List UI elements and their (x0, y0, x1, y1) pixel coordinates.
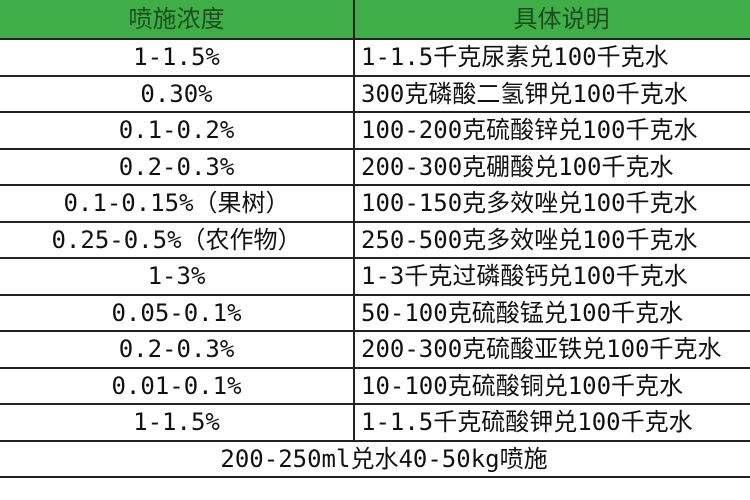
concentration-cell: 0.25-0.5%（农作物） (0, 220, 355, 259)
concentration-cell: 1-1.5% (0, 38, 355, 77)
footer-row: 200-250ml兑水40-50kg喷施 (0, 439, 750, 478)
table-row: 0.2-0.3% 200-300克硫酸亚铁兑100千克水 (0, 330, 750, 369)
description-cell: 1-1.5千克硫酸钾兑100千克水 (353, 403, 750, 442)
fertilizer-spray-table: 喷施浓度 具体说明 1-1.5% 1-1.5千克尿素兑100千克水 0.30% 300… (0, 0, 750, 478)
description-cell: 50-100克硫酸锰兑100千克水 (353, 293, 750, 332)
description-cell: 100-200克硫酸锌兑100千克水 (353, 111, 750, 150)
table-row: 1-1.5% 1-1.5千克硫酸钾兑100千克水 (0, 403, 750, 442)
concentration-cell: 0.1-0.2% (0, 111, 355, 150)
description-cell: 1-1.5千克尿素兑100千克水 (353, 38, 750, 77)
description-cell: 200-300克硫酸亚铁兑100千克水 (353, 330, 750, 369)
table-row: 0.05-0.1% 50-100克硫酸锰兑100千克水 (0, 293, 750, 332)
concentration-cell: 0.1-0.15%（果树） (0, 184, 355, 223)
table-row: 0.2-0.3% 200-300克硼酸兑100千克水 (0, 147, 750, 186)
description-cell: 1-3千克过磷酸钙兑100千克水 (353, 257, 750, 296)
concentration-cell: 1-1.5% (0, 403, 355, 442)
description-cell: 100-150克多效唑兑100千克水 (353, 184, 750, 223)
concentration-cell: 0.2-0.3% (0, 147, 355, 186)
table-row: 0.1-0.2% 100-200克硫酸锌兑100千克水 (0, 111, 750, 150)
table-row: 1-3% 1-3千克过磷酸钙兑100千克水 (0, 257, 750, 296)
header-row: 喷施浓度 具体说明 (0, 0, 750, 40)
table-row: 0.1-0.15%（果树） 100-150克多效唑兑100千克水 (0, 184, 750, 223)
table-row: 0.30% 300克磷酸二氢钾兑100千克水 (0, 74, 750, 113)
table-row: 0.01-0.1% 10-100克硫酸铜兑100千克水 (0, 366, 750, 405)
table-row: 1-1.5% 1-1.5千克尿素兑100千克水 (0, 38, 750, 77)
concentration-cell: 0.30% (0, 74, 355, 113)
footer-note: 200-250ml兑水40-50kg喷施 (0, 439, 750, 478)
description-cell: 250-500克多效唑兑100千克水 (353, 220, 750, 259)
description-cell: 200-300克硼酸兑100千克水 (353, 147, 750, 186)
concentration-cell: 0.01-0.1% (0, 366, 355, 405)
header-concentration: 喷施浓度 (0, 0, 355, 40)
concentration-cell: 0.05-0.1% (0, 293, 355, 332)
header-description: 具体说明 (353, 0, 750, 40)
description-cell: 300克磷酸二氢钾兑100千克水 (353, 74, 750, 113)
description-cell: 10-100克硫酸铜兑100千克水 (353, 366, 750, 405)
table-row: 0.25-0.5%（农作物） 250-500克多效唑兑100千克水 (0, 220, 750, 259)
concentration-cell: 1-3% (0, 257, 355, 296)
concentration-cell: 0.2-0.3% (0, 330, 355, 369)
